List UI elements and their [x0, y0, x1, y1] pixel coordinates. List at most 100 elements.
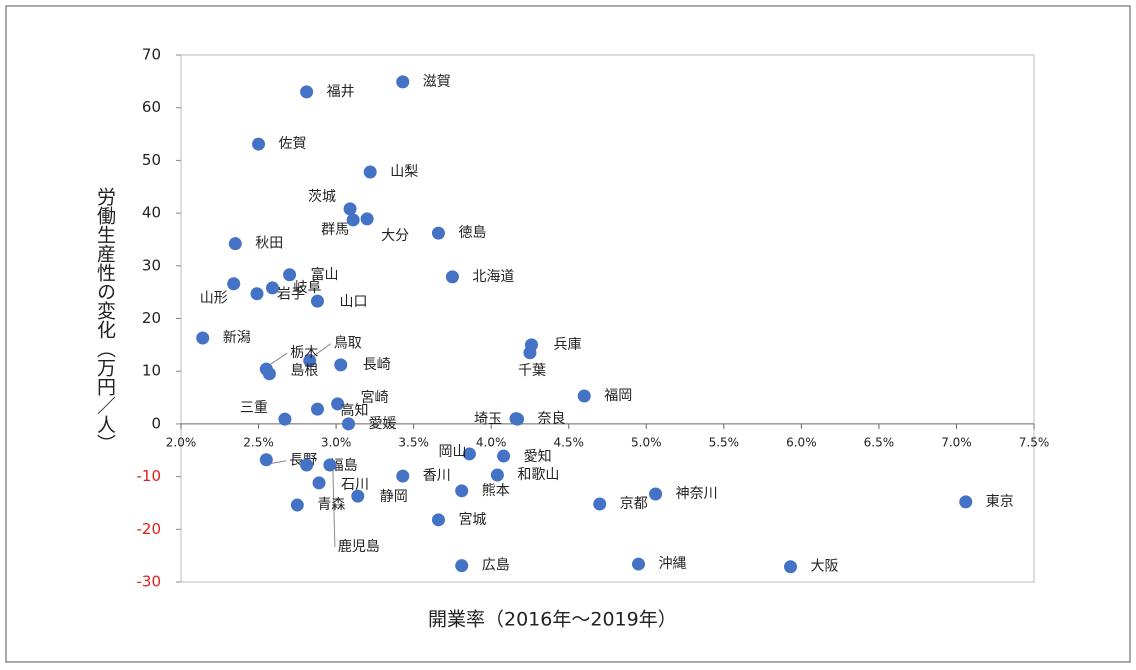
point-label: 静岡	[380, 489, 408, 505]
point	[303, 354, 317, 368]
point-label: 鹿児島	[338, 538, 380, 555]
point-label: 山梨	[390, 164, 418, 180]
point	[323, 458, 337, 472]
x-tick-label: 7.0%	[941, 435, 972, 449]
point	[959, 495, 973, 509]
point	[262, 367, 276, 381]
y-tick-label: 30	[142, 256, 161, 274]
point-label: 滋賀	[423, 74, 451, 90]
point-label: 富山	[311, 266, 339, 283]
point	[497, 449, 511, 463]
point	[577, 389, 591, 403]
x-tick-label: 6.5%	[864, 435, 895, 449]
point	[431, 513, 445, 527]
point	[523, 346, 537, 360]
point-label: 千葉	[518, 363, 546, 379]
point-label: 埼玉	[474, 412, 502, 428]
point-label: 茨城	[308, 189, 336, 205]
point	[490, 468, 504, 482]
point	[300, 85, 314, 99]
point	[228, 237, 242, 251]
point-label: 群馬	[321, 222, 349, 238]
point-label: 福島	[330, 458, 358, 474]
point-label: 大分	[381, 228, 409, 244]
point-label: 奈良	[538, 411, 566, 427]
point	[431, 226, 445, 240]
point	[455, 559, 469, 573]
point-label: 福岡	[604, 388, 632, 404]
point-label: 岐阜	[294, 279, 322, 296]
point	[278, 412, 292, 426]
x-axis-title: 開業率（2016年～2019年）	[428, 609, 677, 631]
point	[283, 268, 297, 282]
point	[462, 447, 476, 461]
point	[649, 487, 663, 501]
point	[351, 489, 365, 503]
y-tick-label: -30	[137, 573, 162, 591]
point	[227, 277, 241, 291]
point	[363, 165, 377, 179]
point	[784, 560, 798, 574]
y-tick-label: -10	[137, 467, 162, 485]
x-tick-label: 3.5%	[398, 435, 429, 449]
point	[445, 270, 459, 284]
y-tick-label: -20	[137, 520, 162, 538]
point-label: 長崎	[363, 357, 391, 373]
y-tick-label: 70	[142, 46, 161, 64]
y-tick-label: 0	[151, 414, 161, 432]
point-label: 愛知	[524, 448, 552, 465]
point	[312, 476, 326, 490]
point-label: 和歌山	[517, 467, 559, 483]
point	[396, 469, 410, 483]
y-tick-label: 20	[142, 309, 161, 327]
point	[300, 458, 314, 472]
point	[632, 557, 646, 571]
point	[196, 331, 210, 345]
point-label: 島根	[290, 363, 318, 379]
point-label: 大阪	[811, 559, 839, 575]
x-tick-label: 4.5%	[553, 435, 584, 449]
x-tick-label: 5.0%	[631, 435, 662, 449]
x-tick-label: 2.5%	[243, 435, 274, 449]
point-label: 宮城	[458, 512, 486, 528]
point-label: 兵庫	[554, 336, 582, 353]
point	[593, 497, 607, 511]
point-label: 岩手	[277, 287, 305, 303]
frame	[5, 5, 1131, 663]
point	[343, 202, 357, 216]
point-label: 佐賀	[279, 136, 307, 152]
y-axis-title: 労働生産性の変化（万円／人）	[94, 187, 116, 453]
y-tick-label: 40	[142, 204, 161, 222]
y-tick-label: 10	[142, 362, 161, 380]
point-label: 栃木	[290, 345, 318, 361]
point	[250, 287, 264, 301]
point-label: 香川	[423, 468, 451, 484]
point-label: 宮崎	[361, 390, 389, 406]
point	[341, 417, 355, 431]
point-label: 沖縄	[659, 556, 687, 572]
point-label: 岡山	[438, 444, 466, 460]
point	[334, 358, 348, 372]
point-label: 神奈川	[676, 486, 718, 502]
x-tick-label: 3.0%	[321, 435, 352, 449]
point-label: 新潟	[223, 330, 251, 346]
y-tick-label: 50	[142, 151, 161, 169]
point-label: 秋田	[255, 236, 283, 252]
leader-line	[312, 343, 332, 358]
x-tick-label: 2.0%	[166, 435, 197, 449]
x-tick-label: 5.5%	[709, 435, 740, 449]
point-label: 山形	[200, 291, 228, 307]
point	[360, 212, 374, 226]
x-tick-label: 7.5%	[1019, 435, 1050, 449]
point-label: 北海道	[472, 269, 514, 285]
point	[252, 137, 266, 151]
point-label: 三重	[240, 400, 268, 416]
y-tick-label: 60	[142, 98, 161, 116]
point-label: 愛媛	[368, 416, 396, 432]
point-label: 徳島	[458, 225, 486, 241]
leader-line	[269, 352, 288, 366]
point-label: 京都	[620, 496, 648, 512]
point	[310, 294, 324, 308]
point	[310, 402, 324, 416]
point	[259, 453, 273, 467]
